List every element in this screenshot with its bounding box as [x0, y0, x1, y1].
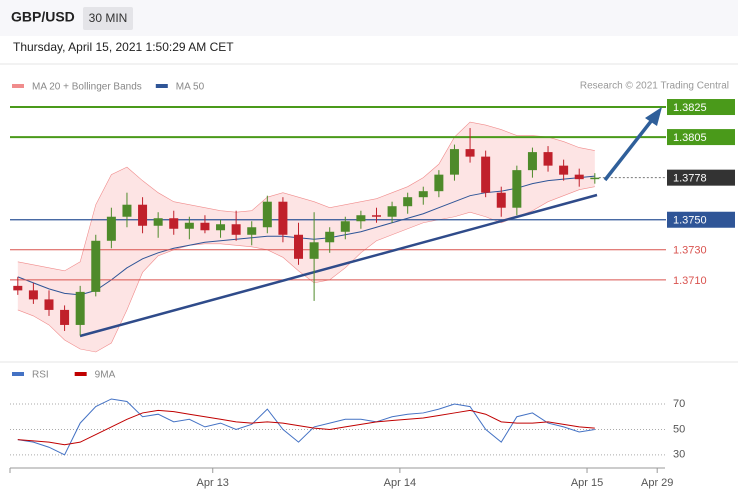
legend-label: MA 50 [176, 82, 205, 93]
candle-body [278, 201, 288, 235]
candle-body [200, 222, 210, 231]
timeframe[interactable]: 30 MIN [89, 11, 128, 25]
candle-body [60, 309, 70, 325]
candle-body [434, 174, 444, 192]
level-label: 1.3825 [673, 102, 707, 114]
x-tick-label: Apr 29 [641, 477, 673, 489]
candle-body [340, 221, 350, 232]
ma50-line [17, 175, 595, 296]
level-box [667, 211, 735, 228]
level-label: 1.3730 [673, 245, 707, 257]
candle-body [403, 197, 413, 207]
candle-body [574, 174, 584, 180]
candle-body [106, 216, 116, 241]
trend-line [79, 193, 598, 338]
candle-body [527, 152, 537, 171]
y-tick-label: 70 [673, 398, 685, 410]
candle-body [371, 215, 381, 217]
candle-body [449, 149, 459, 175]
candle-body [418, 191, 428, 198]
level-box [667, 169, 735, 186]
legend-label: MA 20 + Bollinger Bands [32, 82, 142, 93]
candle-body [231, 224, 241, 235]
candle-body [387, 206, 397, 217]
x-tick-label: Apr 15 [571, 477, 603, 489]
credit: Research © 2021 Trading Central [580, 81, 729, 92]
candle-body [28, 290, 38, 300]
indicator-line [17, 398, 595, 456]
legend-swatch [74, 372, 87, 376]
candle-body [543, 152, 553, 166]
arrow-head [645, 107, 662, 126]
candle-body [153, 218, 163, 226]
forecast-arrow [603, 118, 654, 182]
candle-body [13, 285, 23, 291]
level-label: 1.3750 [673, 215, 707, 227]
timestamp: Thursday, April 15, 2021 1:50:29 AM CET [13, 40, 234, 54]
legend-swatch [12, 372, 24, 376]
legend-label: RSI [32, 370, 49, 381]
x-tick-label: Apr 13 [197, 477, 229, 489]
candle-body [75, 291, 85, 325]
candle-body [44, 299, 54, 310]
legend-label: 9MA [95, 370, 116, 381]
level-box [667, 129, 735, 146]
candle-body [590, 177, 600, 180]
symbol: GBP/USD [11, 9, 75, 25]
bollinger-fill [17, 122, 595, 352]
candle-body [325, 231, 335, 243]
timeframe-box[interactable] [83, 7, 133, 30]
level-box [667, 99, 735, 116]
y-tick-label: 50 [673, 423, 685, 435]
candle-body [356, 215, 366, 222]
candle-body [262, 201, 272, 228]
candle-body [184, 222, 194, 229]
candle-body [309, 242, 319, 259]
legend-swatch [155, 84, 168, 88]
indicator-line [17, 409, 595, 446]
candle-body [247, 227, 257, 235]
candle-body [496, 192, 506, 208]
x-tick-label: Apr 14 [384, 477, 416, 489]
level-label: 1.3805 [673, 132, 707, 144]
candle-body [465, 149, 475, 157]
candle-body [294, 234, 304, 259]
level-label: 1.3710 [673, 275, 707, 287]
y-tick-label: 30 [673, 449, 685, 461]
candle-body [481, 156, 491, 193]
candle-body [559, 165, 569, 175]
candle-body [122, 204, 132, 217]
bollinger-upper [17, 121, 595, 272]
candle-body [169, 218, 179, 229]
level-label: 1.3778 [673, 173, 707, 185]
candle-body [138, 204, 148, 226]
candle-body [91, 240, 101, 292]
candle-body [216, 224, 226, 231]
candle-body [512, 170, 522, 208]
legend-swatch [12, 84, 24, 88]
